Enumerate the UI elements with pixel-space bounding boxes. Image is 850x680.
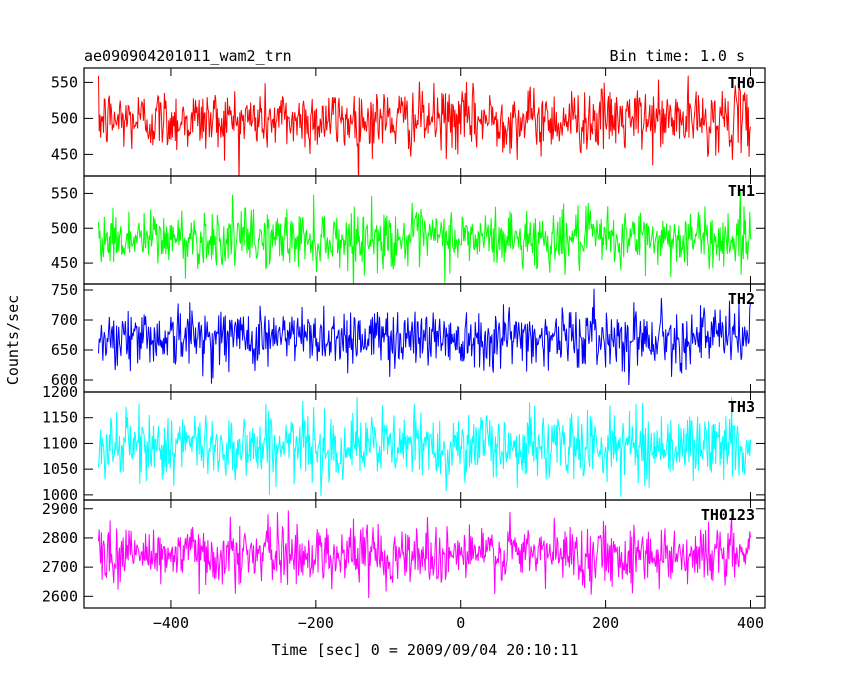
series-label-th0123: TH0123	[701, 506, 755, 524]
y-tick-label: 1100	[42, 434, 78, 452]
series-label-th2: TH2	[728, 290, 755, 308]
x-axis: −400 −200 0 200 400	[153, 614, 764, 632]
y-tick-label: 500	[51, 109, 78, 127]
y-tick-label: 750	[51, 281, 78, 299]
series-label-th1: TH1	[728, 182, 755, 200]
x-tick-label: 400	[737, 614, 764, 632]
y-tick-label: 1200	[42, 383, 78, 401]
y-tick-label: 2700	[42, 558, 78, 576]
y-tick-label: 450	[51, 254, 78, 272]
x-tick-label: 200	[592, 614, 619, 632]
x-axis-label: Time [sec] 0 = 2009/09/04 20:10:11	[271, 641, 578, 659]
y-axis-label: Counts/sec	[4, 295, 22, 385]
y-tick-label: 500	[51, 219, 78, 237]
y-tick-label: 2600	[42, 587, 78, 605]
panel-th3: 1000 1050 1100 1150 1200 TH3	[42, 383, 766, 504]
panels-group: 450 500 550 TH0 450 500 550 TH1 600 650 700 750 TH2 1…	[42, 67, 766, 609]
x-tick-label: −400	[153, 614, 189, 632]
y-tick-label: 1050	[42, 460, 78, 478]
series-line-th3	[97, 397, 752, 497]
series-label-th3: TH3	[728, 398, 755, 416]
y-tick-label: 1000	[42, 486, 78, 504]
bin-time-label: Bin time: 1.0 s	[610, 47, 745, 65]
y-tick-label: 550	[51, 184, 78, 202]
panel-th2: 600 650 700 750 TH2	[51, 281, 766, 393]
y-tick-label: 700	[51, 311, 78, 329]
series-line-th0123	[97, 510, 752, 599]
y-tick-label: 1150	[42, 409, 78, 427]
x-tick-label: 0	[456, 614, 465, 632]
chart-title: ae090904201011_wam2_trn	[84, 47, 292, 65]
y-tick-label: 2900	[42, 500, 78, 518]
series-label-th0: TH0	[728, 74, 755, 92]
panel-th0: 450 500 550 TH0	[51, 67, 766, 177]
panel-frame	[83, 499, 766, 609]
panel-th0123: 2600 2700 2800 2900 TH0123	[42, 499, 766, 609]
series-line-th0	[97, 75, 752, 176]
panel-th1: 450 500 550 TH1	[51, 175, 766, 285]
x-tick-label: −200	[298, 614, 334, 632]
series-line-th1	[97, 188, 752, 284]
y-tick-label: 650	[51, 341, 78, 359]
y-tick-label: 600	[51, 371, 78, 389]
y-tick-label: 2800	[42, 529, 78, 547]
y-tick-label: 450	[51, 145, 78, 163]
series-line-th2	[97, 288, 752, 386]
y-tick-label: 550	[51, 73, 78, 91]
